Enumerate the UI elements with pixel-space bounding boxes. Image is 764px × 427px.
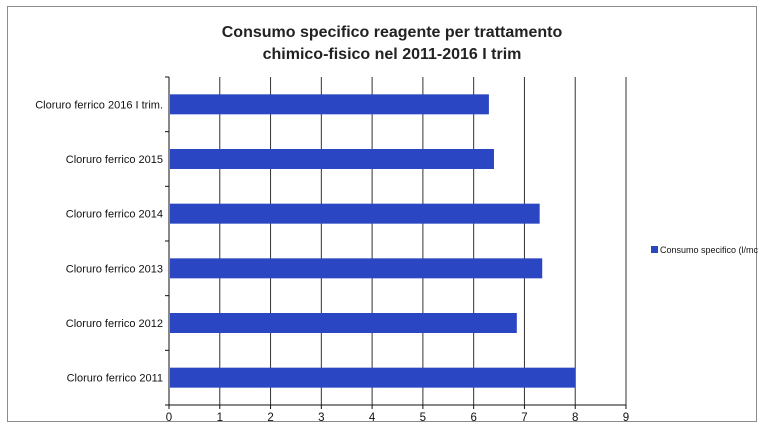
category-labels: Cloruro ferrico 2016 I trim. Cloruro ferr…	[35, 99, 163, 384]
x-tick-labels: 0 1 2 3 4 5 6 7 8 9	[166, 412, 629, 423]
x-tick-label-6: 6	[470, 412, 476, 423]
x-tick-label-0: 0	[166, 412, 172, 423]
axes	[165, 76, 627, 409]
x-tick-label-5: 5	[420, 412, 426, 423]
x-tick-label-3: 3	[318, 412, 324, 423]
chart-frame: Consumo specifico reagente per trattamen…	[7, 6, 758, 423]
bar-0	[170, 94, 489, 115]
chart-title: Consumo specifico reagente per trattamen…	[222, 24, 563, 63]
x-tick-label-4: 4	[369, 412, 376, 423]
x-tick-label-9: 9	[623, 412, 629, 423]
chart-title-line-2: chimico-fisico nel 2011-2016 I trim	[263, 46, 522, 63]
x-tick-label-1: 1	[217, 412, 223, 423]
category-label-4: Cloruro ferrico 2012	[66, 318, 163, 330]
category-label-2: Cloruro ferrico 2014	[66, 209, 163, 221]
category-label-5: Cloruro ferrico 2011	[67, 373, 163, 385]
chart-svg: Consumo specifico reagente per trattamen…	[35, 24, 758, 423]
legend-label: Consumo specifico (l/mc)	[660, 245, 758, 255]
grid-lines	[219, 77, 627, 405]
category-label-1: Cloruro ferrico 2015	[66, 154, 163, 166]
chart-title-line-1: Consumo specifico reagente per trattamen…	[222, 24, 563, 41]
x-tick-label-2: 2	[267, 412, 273, 423]
category-label-0: Cloruro ferrico 2016 I trim.	[35, 99, 163, 111]
legend: Consumo specifico (l/mc)	[651, 245, 758, 255]
x-tick-label-8: 8	[572, 412, 578, 423]
bars	[170, 94, 576, 388]
legend-swatch	[651, 246, 658, 253]
bar-1	[170, 149, 494, 169]
bar-4	[170, 313, 517, 333]
bar-5	[170, 367, 576, 388]
x-tick-label-7: 7	[521, 412, 527, 423]
bar-3	[170, 258, 543, 279]
bar-2	[170, 203, 540, 224]
category-label-3: Cloruro ferrico 2013	[66, 263, 163, 275]
